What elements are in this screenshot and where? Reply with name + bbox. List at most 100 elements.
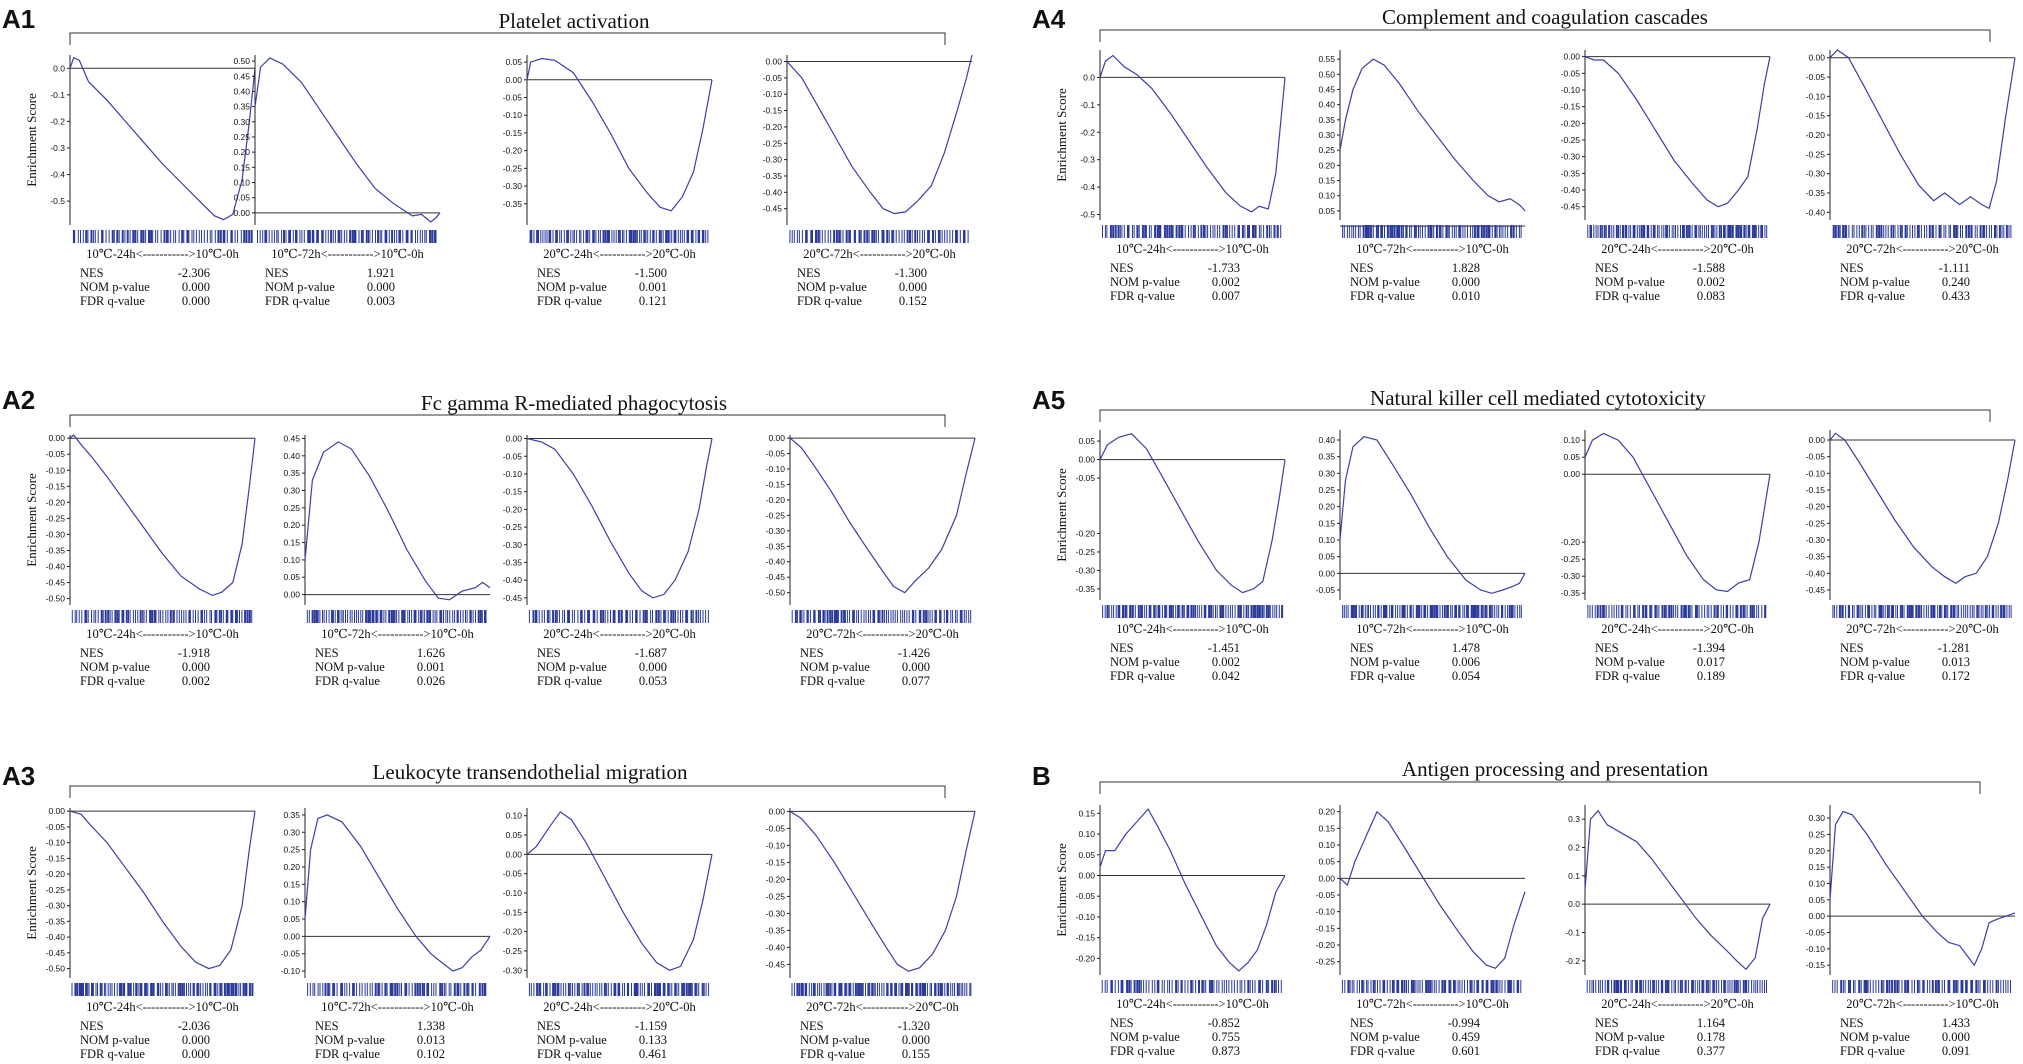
stat-label: NES bbox=[1350, 261, 1374, 275]
stat-value-nes: -2.306 bbox=[178, 266, 210, 280]
y-tick-label: -0.5 bbox=[50, 196, 65, 206]
x-axis-label: 20℃-24h<----------->20℃-0h bbox=[1601, 242, 1754, 256]
stat-value-nes: 1.478 bbox=[1452, 641, 1480, 655]
stat-value-fdr-q: 0.083 bbox=[1697, 289, 1725, 303]
stat-label: NES bbox=[537, 266, 561, 280]
x-axis-label: 20℃-72h<----------->20℃-0h bbox=[1846, 622, 1999, 636]
y-tick-label: 0.15 bbox=[1318, 518, 1335, 528]
stat-value-nes: -1.588 bbox=[1693, 261, 1725, 275]
enrichment-curve bbox=[789, 437, 976, 594]
y-tick-label: -0.25 bbox=[1561, 135, 1581, 145]
stat-label: NES bbox=[1595, 1016, 1619, 1030]
y-tick-label: -0.10 bbox=[766, 840, 786, 850]
hit-strip bbox=[1587, 605, 1767, 618]
y-tick-label: 0.00 bbox=[1078, 870, 1095, 880]
es-plot: 0.35 0.30 0.25 0.20 0.15 0.10 0.05 0.00 -0.05 -0.… bbox=[281, 808, 491, 1061]
stats-block: NES -1.918 NOM p-value 0.000 FDR q-value 0.00… bbox=[80, 646, 210, 688]
stat-label: FDR q-value bbox=[1350, 1044, 1415, 1058]
enrichment-curve bbox=[1584, 809, 1771, 971]
stat-label: NES bbox=[537, 1019, 561, 1033]
y-tick-label: 0.00 bbox=[283, 931, 300, 941]
stat-label: NOM p-value bbox=[80, 660, 150, 674]
y-tick-label: 0.15 bbox=[233, 162, 250, 172]
y-tick-label: 0.00 bbox=[1563, 52, 1580, 62]
y-tick-label: -0.10 bbox=[46, 465, 66, 475]
stat-label: NOM p-value bbox=[1595, 275, 1665, 289]
y-tick-label: 0.2 bbox=[1568, 843, 1580, 853]
title-bracket bbox=[1099, 409, 1991, 422]
stat-label: NES bbox=[797, 266, 821, 280]
y-tick-label: 0.25 bbox=[1808, 829, 1825, 839]
y-tick-label: 0.3 bbox=[1568, 814, 1580, 824]
stat-label: NOM p-value bbox=[797, 280, 867, 294]
y-tick-label: 0.00 bbox=[48, 433, 65, 443]
stat-label: NOM p-value bbox=[537, 280, 607, 294]
y-tick-label: -0.20 bbox=[503, 927, 523, 937]
stat-label: NOM p-value bbox=[1110, 275, 1180, 289]
y-tick-label: 0.10 bbox=[1078, 829, 1095, 839]
y-tick-label: -0.20 bbox=[1561, 537, 1581, 547]
y-tick-label: -0.20 bbox=[1561, 118, 1581, 128]
es-plot: 0.00 -0.05 -0.10 -0.15 -0.20 -0.25 -0.30 -0.35 -… bbox=[503, 434, 713, 688]
y-tick-label: -0.25 bbox=[503, 522, 523, 532]
hit-strip bbox=[1102, 605, 1284, 618]
enrichment-curve bbox=[1829, 432, 2016, 585]
y-tick-label: 0.0 bbox=[53, 63, 65, 73]
y-tick-label: 0.20 bbox=[283, 862, 300, 872]
y-tick-label: -0.05 bbox=[503, 93, 523, 103]
stat-value-fdr-q: 0.026 bbox=[417, 674, 445, 688]
x-axis-label: 20℃-24h<----------->20℃-0h bbox=[1601, 622, 1754, 636]
stats-block: NES 1.478 NOM p-value 0.006 FDR q-value 0.054 bbox=[1350, 641, 1481, 683]
title-bracket bbox=[69, 414, 946, 427]
stat-value-fdr-q: 0.461 bbox=[639, 1047, 667, 1061]
y-tick-label: 0.05 bbox=[1318, 552, 1335, 562]
stat-value-fdr-q: 0.189 bbox=[1697, 669, 1725, 683]
stat-label: NOM p-value bbox=[1110, 1030, 1180, 1044]
stat-label: NES bbox=[80, 266, 104, 280]
y-tick-label: 0.00 bbox=[1808, 911, 1825, 921]
y-tick-label: -0.15 bbox=[1806, 960, 1826, 970]
x-axis-label: 10℃-72h<----------->10℃-0h bbox=[1356, 622, 1509, 636]
es-plot: 0.50 0.45 0.40 0.35 0.30 0.25 0.20 0.15 0.10 0.05… bbox=[233, 55, 441, 308]
y-tick-label: -0.05 bbox=[503, 451, 523, 461]
panel-label: A3 bbox=[2, 761, 35, 791]
y-tick-label: -0.20 bbox=[1806, 502, 1826, 512]
stat-label: FDR q-value bbox=[537, 674, 602, 688]
stat-value-fdr-q: 0.003 bbox=[367, 294, 395, 308]
y-axis-label: Enrichment Score bbox=[24, 93, 39, 187]
stat-value-nom-p: 0.013 bbox=[1942, 655, 1970, 669]
enrichment-curve bbox=[526, 437, 713, 599]
y-tick-label: -0.35 bbox=[46, 545, 66, 555]
y-tick-label: -0.05 bbox=[503, 869, 523, 879]
panel-b: B Antigen processing and presentation Enri… bbox=[1032, 757, 2016, 1058]
y-tick-label: -0.45 bbox=[1806, 585, 1826, 595]
stat-value-nom-p: 0.013 bbox=[417, 1033, 445, 1047]
y-tick-label: 0.15 bbox=[1078, 808, 1095, 818]
panel-a2: A2 Fc gamma R-mediated phagocytosis Enrich… bbox=[2, 385, 976, 688]
panel-label: A4 bbox=[1032, 4, 1066, 34]
y-tick-label: 0.15 bbox=[1318, 823, 1335, 833]
y-tick-label: 0.25 bbox=[283, 503, 300, 513]
y-tick-label: -0.15 bbox=[1316, 923, 1336, 933]
stats-block: NES 1.921 NOM p-value 0.000 FDR q-value 0.003 bbox=[265, 266, 395, 308]
stat-label: NES bbox=[1110, 261, 1134, 275]
stat-value-nom-p: 0.000 bbox=[182, 280, 210, 294]
stat-value-nom-p: 0.006 bbox=[1452, 655, 1480, 669]
y-tick-label: 0.15 bbox=[283, 879, 300, 889]
stat-value-nes: -1.918 bbox=[178, 646, 210, 660]
x-axis-label: 20℃-24h<----------->20℃-0h bbox=[543, 627, 696, 641]
y-tick-label: -0.30 bbox=[1806, 169, 1826, 179]
enrichment-curve bbox=[1099, 433, 1286, 594]
y-tick-label: 0.00 bbox=[1563, 469, 1580, 479]
stat-label: FDR q-value bbox=[1350, 289, 1415, 303]
es-plot: 0.05 0.00 -0.05 -0.10 -0.15 -0.20 -0.25 -0.30 -0… bbox=[503, 55, 713, 308]
es-plot: 0.00 -0.05 -0.10 -0.15 -0.20 -0.25 -0.30 -0.35 -… bbox=[46, 806, 256, 1061]
y-tick-label: -0.25 bbox=[503, 163, 523, 173]
stat-label: NOM p-value bbox=[1110, 655, 1180, 669]
stat-value-nes: -1.451 bbox=[1208, 641, 1240, 655]
y-tick-label: -0.10 bbox=[46, 838, 66, 848]
stat-label: FDR q-value bbox=[797, 294, 862, 308]
es-plot: 0.00 -0.05 -0.10 -0.15 -0.20 -0.25 -0.30 -0.35 -… bbox=[46, 433, 256, 688]
panel-a5: A5 Natural killer cell mediated cytotoxic… bbox=[1032, 385, 2016, 683]
stat-value-fdr-q: 0.053 bbox=[639, 674, 667, 688]
